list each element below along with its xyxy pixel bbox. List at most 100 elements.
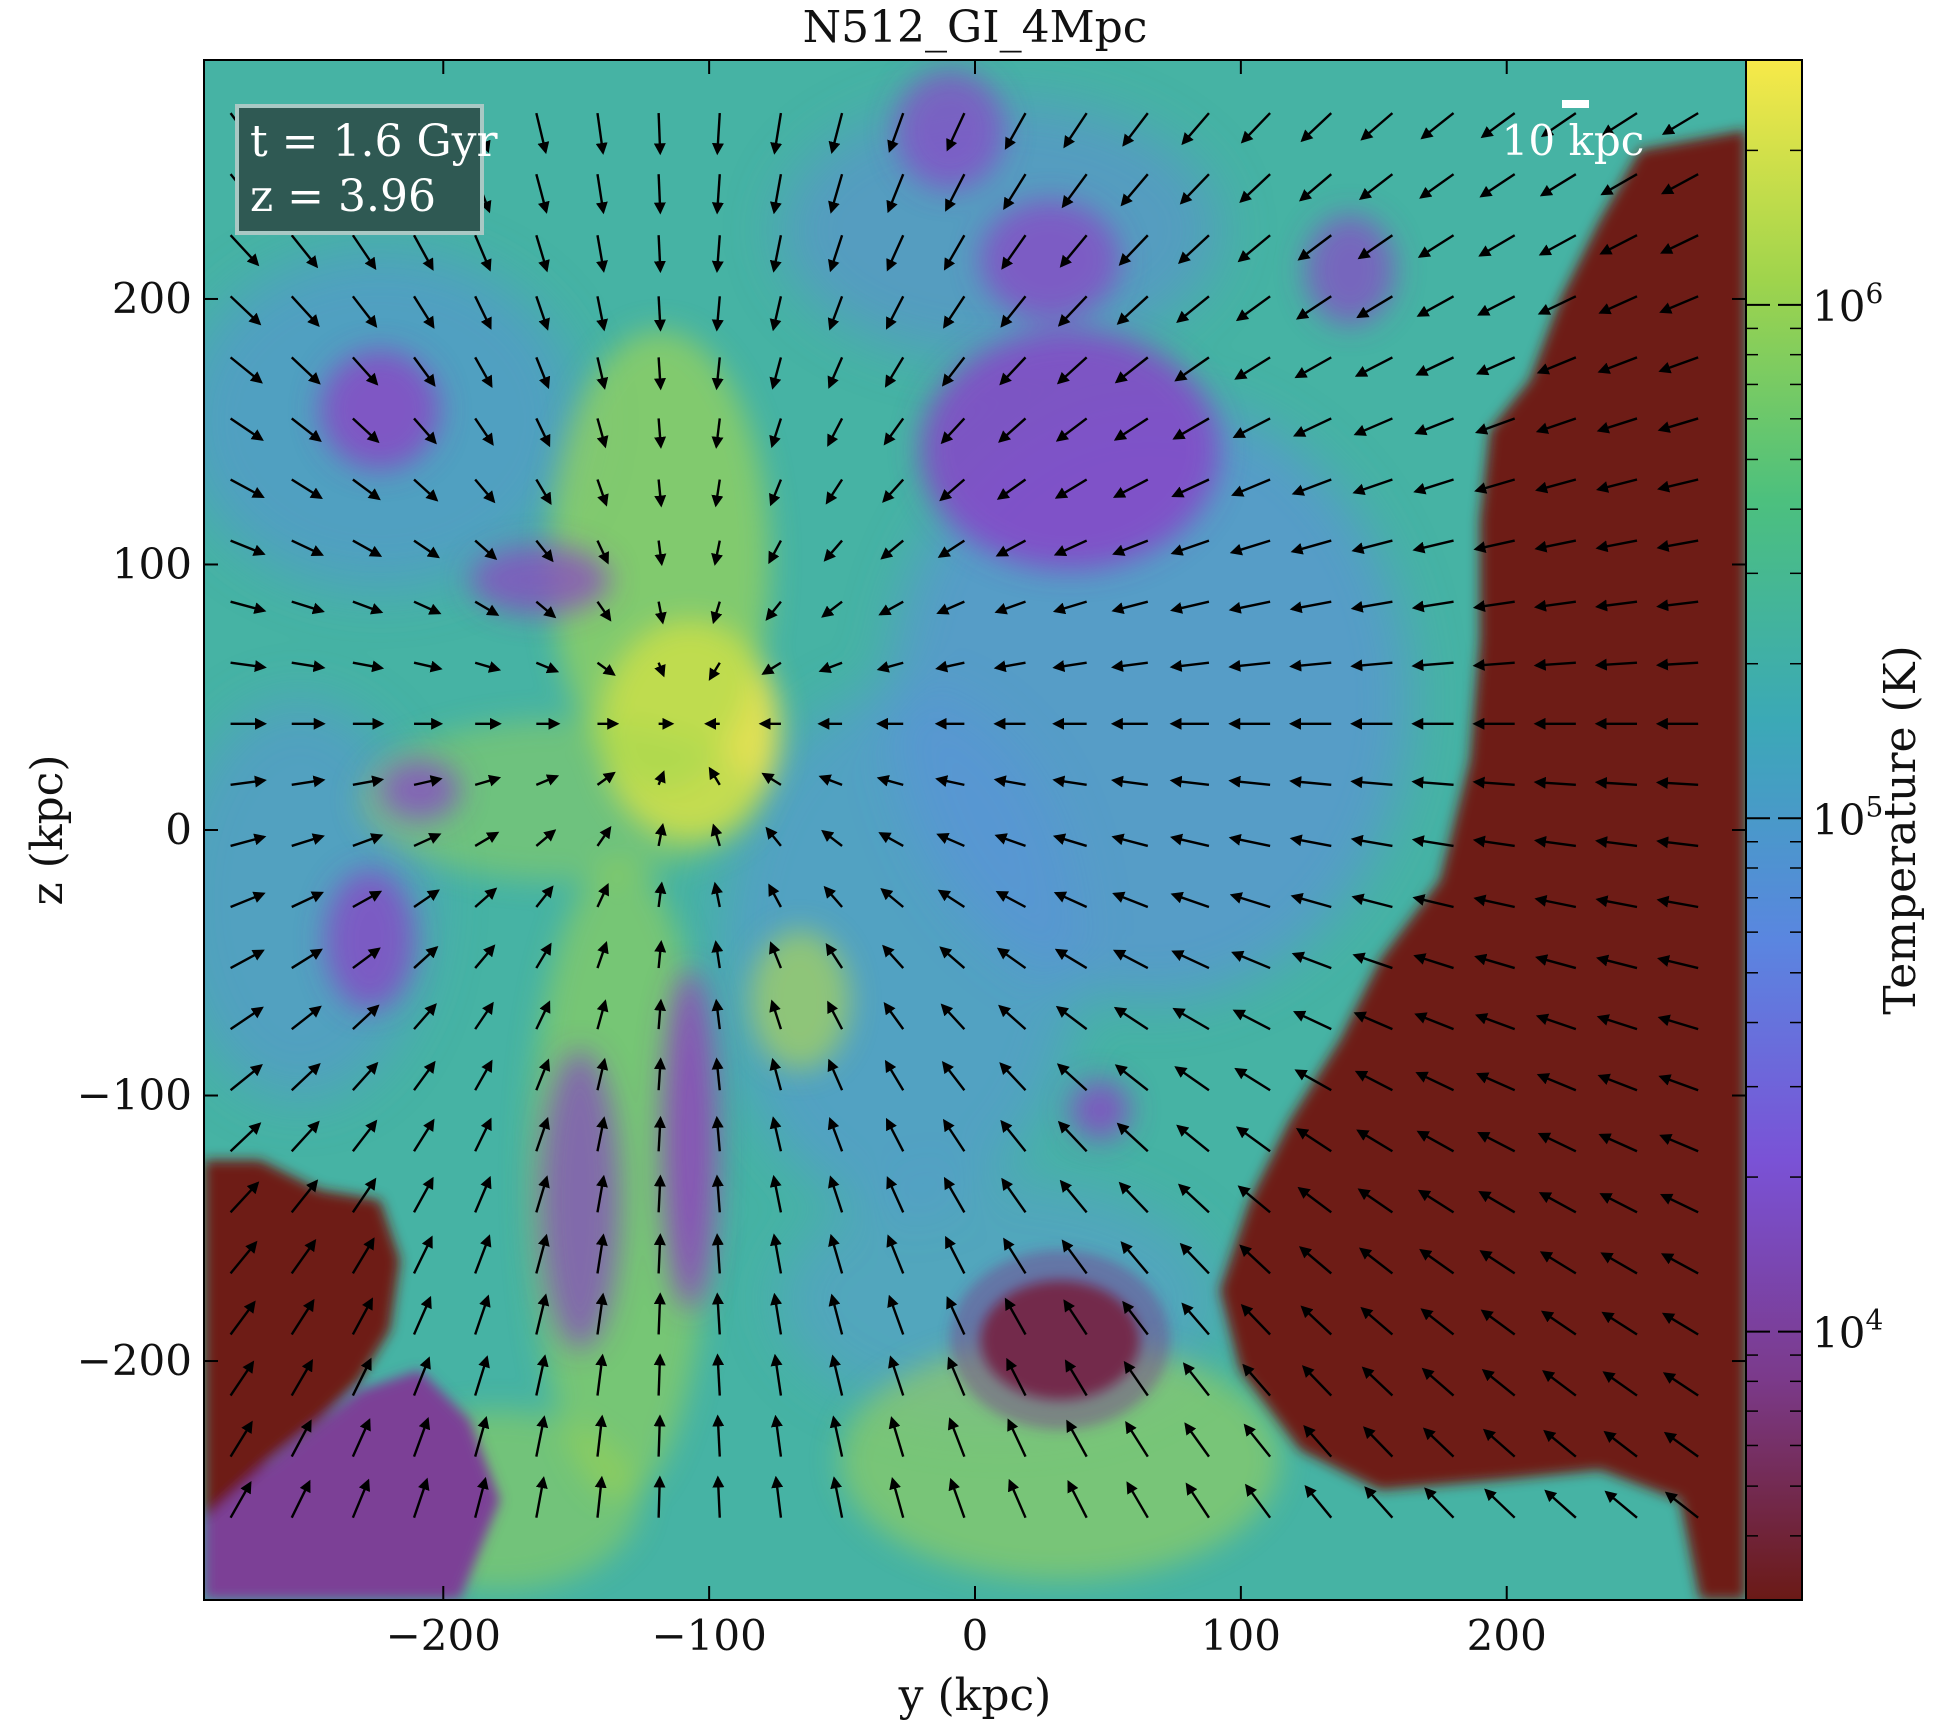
velocity-arrow: [1293, 417, 1332, 437]
velocity-arrow: [1663, 1431, 1699, 1458]
velocity-arrow: [943, 1176, 966, 1213]
velocity-arrow: [1169, 775, 1210, 788]
velocity-arrow: [413, 478, 439, 502]
velocity-arrow: [229, 1122, 262, 1153]
velocity-arrow: [413, 539, 440, 559]
velocity-arrow: [1067, 1480, 1088, 1519]
velocity-arrow: [1655, 777, 1699, 790]
velocity-arrow: [1054, 948, 1088, 970]
velocity-arrow: [291, 660, 326, 673]
x-tick-label: 0: [962, 1611, 989, 1660]
velocity-arrow: [889, 1477, 905, 1519]
velocity-arrow: [1538, 234, 1577, 256]
velocity-arrow: [1540, 1310, 1577, 1336]
velocity-arrow: [1357, 234, 1394, 260]
velocity-arrow: [878, 600, 904, 616]
velocity-arrow: [1295, 1128, 1332, 1153]
velocity-arrow: [1534, 895, 1577, 909]
velocity-arrow: [1290, 539, 1332, 555]
velocity-arrow: [1179, 1242, 1210, 1275]
velocity-arrow: [1411, 835, 1454, 848]
velocity-arrow: [880, 887, 904, 908]
chart-title: N512_GI_4Mpc: [803, 2, 1148, 53]
velocity-arrow: [828, 112, 844, 154]
velocity-arrow: [1234, 356, 1271, 380]
velocity-arrow: [1291, 951, 1332, 970]
velocity-arrow: [821, 600, 843, 618]
velocity-arrow: [535, 1476, 548, 1518]
velocity-arrow: [654, 418, 667, 449]
velocity-arrow: [1534, 539, 1577, 553]
velocity-arrow: [351, 356, 379, 386]
velocity-arrow: [351, 1237, 375, 1275]
velocity-arrow: [1597, 1073, 1638, 1092]
velocity-arrow: [412, 1477, 430, 1519]
velocity-arrow: [878, 832, 904, 847]
velocity-arrow: [1111, 600, 1149, 614]
scale-bar-line: [1562, 100, 1589, 108]
velocity-arrow: [596, 479, 609, 507]
velocity-arrow: [1353, 1011, 1393, 1031]
velocity-arrow: [1237, 234, 1271, 263]
velocity-arrow: [535, 774, 560, 786]
velocity-arrow: [413, 1003, 437, 1030]
velocity-arrow: [769, 941, 783, 969]
velocity-arrow: [596, 540, 609, 565]
velocity-arrow: [998, 417, 1027, 443]
x-tick-label: −100: [651, 1611, 766, 1660]
velocity-arrow: [1656, 599, 1699, 612]
velocity-arrow: [230, 660, 267, 672]
velocity-arrow: [290, 1238, 317, 1275]
velocity-arrow: [1656, 836, 1699, 849]
velocity-arrow: [945, 173, 966, 212]
velocity-arrow: [1472, 600, 1515, 612]
velocity-arrow: [1597, 356, 1638, 374]
y-tick-label: −100: [77, 1071, 192, 1120]
velocity-arrow: [474, 478, 496, 504]
velocity-arrow: [230, 949, 265, 970]
velocity-arrow: [1411, 776, 1454, 789]
velocity-arrow: [474, 1001, 494, 1030]
velocity-arrow: [1113, 1006, 1149, 1031]
velocity-arrow: [291, 891, 324, 909]
velocity-arrow: [1475, 1013, 1516, 1031]
velocity-arrow: [769, 1057, 783, 1091]
velocity-arrow: [1594, 658, 1638, 671]
velocity-arrow: [939, 946, 966, 969]
velocity-arrow: [474, 1294, 491, 1335]
velocity-arrow: [1475, 417, 1516, 435]
velocity-arrow: [1472, 776, 1515, 789]
velocity-arrow: [823, 885, 843, 908]
velocity-arrow: [412, 234, 434, 271]
velocity-arrow: [596, 600, 612, 622]
velocity-arrow: [1299, 173, 1333, 202]
x-axis: −200 −100 0 100 200: [386, 60, 1547, 1660]
velocity-arrow: [474, 1476, 489, 1518]
velocity-arrow: [711, 296, 724, 332]
velocity-arrow: [291, 775, 326, 788]
velocity-arrow: [994, 600, 1026, 615]
velocity-arrow: [1600, 173, 1638, 196]
velocity-arrow: [1111, 660, 1148, 672]
velocity-arrow: [1660, 1253, 1699, 1275]
velocity-arrow: [1174, 1066, 1210, 1092]
velocity-arrow: [1472, 835, 1515, 848]
velocity-arrow: [761, 661, 782, 675]
velocity-arrow: [947, 1417, 966, 1458]
colorbar-gradient: [1746, 60, 1802, 1600]
velocity-arrow: [1659, 1134, 1699, 1153]
velocity-arrow: [1351, 539, 1393, 554]
velocity-arrow: [1656, 895, 1699, 909]
velocity-arrow: [1482, 1428, 1516, 1458]
velocity-arrow: [653, 1353, 666, 1396]
velocity-arrow: [1061, 1239, 1088, 1275]
colorbar-ticks: 104 105 106: [1746, 59, 1883, 1601]
velocity-arrow: [1598, 1133, 1638, 1153]
velocity-arrow: [1239, 173, 1271, 204]
velocity-arrow: [1171, 478, 1210, 498]
velocity-arrows: [229, 112, 1699, 1519]
velocity-arrow: [1544, 1489, 1577, 1519]
velocity-arrow: [535, 942, 552, 969]
velocity-arrow: [1420, 1308, 1455, 1336]
velocity-arrow: [1289, 600, 1332, 614]
